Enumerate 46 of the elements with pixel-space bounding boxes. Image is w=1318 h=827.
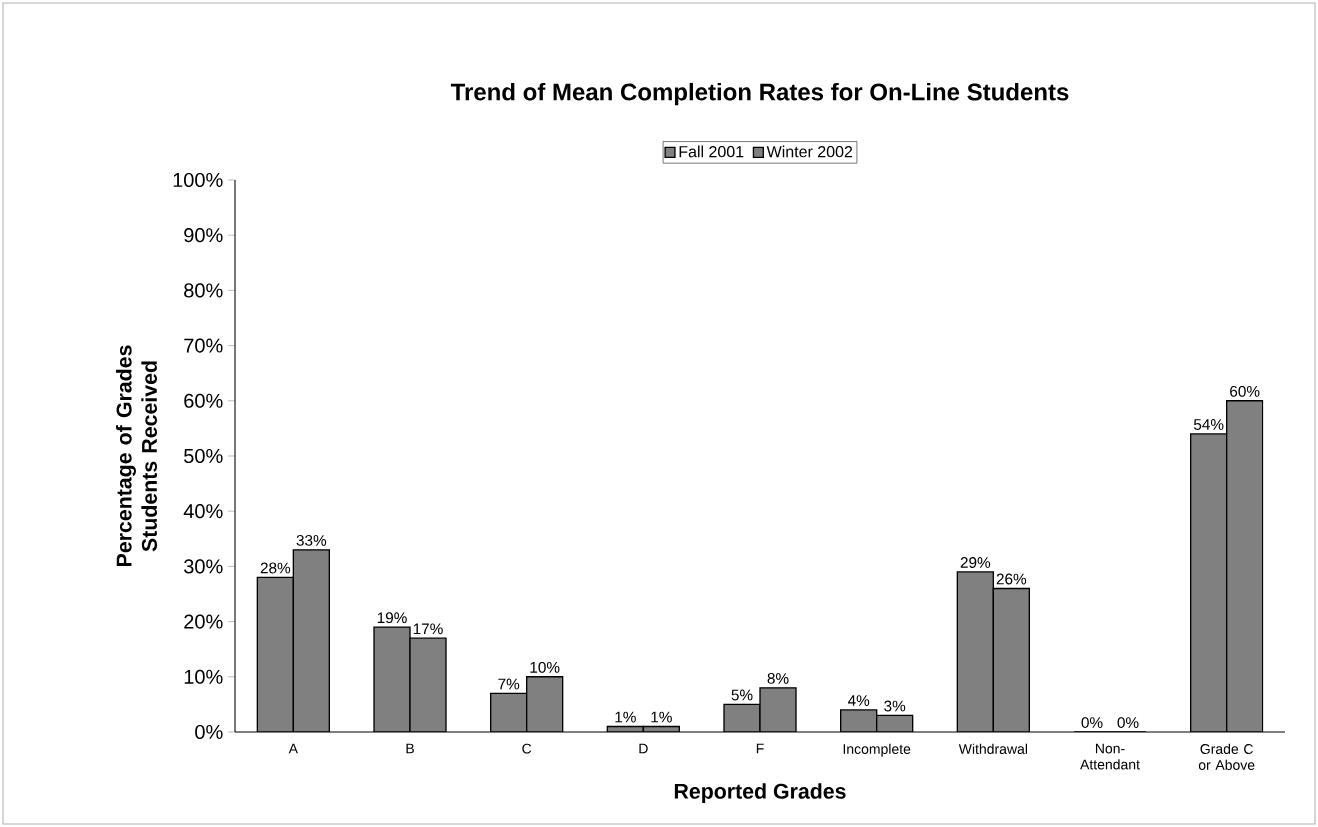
x-tick-label: Withdrawal <box>958 743 1028 754</box>
x-tick-label: D <box>639 743 648 754</box>
x-tick-label: F <box>756 743 764 754</box>
y-tick-label: 0% <box>195 724 223 740</box>
data-label: 10% <box>530 661 560 673</box>
x-tick-label: Incomplete <box>843 743 911 757</box>
x-axis-title: Reported Grades <box>674 783 846 804</box>
y-tick-label: 90% <box>184 228 223 243</box>
x-tick-label: Non-Attendant <box>1080 743 1140 770</box>
data-label: 1% <box>651 711 672 723</box>
data-label: 8% <box>767 672 789 684</box>
y-tick-label: 30% <box>184 559 223 574</box>
y-tick-label: 70% <box>184 338 223 353</box>
y-tick-label: 60% <box>184 393 223 408</box>
x-tick-label: C <box>522 743 532 754</box>
data-label: 7% <box>498 678 520 690</box>
data-label: 17% <box>413 623 443 635</box>
data-label: 54% <box>1193 419 1224 430</box>
y-tick-label: 40% <box>183 504 223 519</box>
data-label: 5% <box>731 689 753 701</box>
data-label: 19% <box>377 612 407 624</box>
data-label: 4% <box>847 695 870 706</box>
y-axis-title: Percentage of Grades Students Received <box>115 345 157 567</box>
data-label: 0% <box>1117 717 1139 728</box>
data-label: 28% <box>260 562 291 574</box>
y-tick-label: 20% <box>184 614 223 629</box>
legend-label: Winter 2002 <box>766 145 853 158</box>
y-tick-label: 10% <box>184 669 223 684</box>
bar <box>759 687 797 732</box>
data-label: 1% <box>615 711 636 723</box>
legend-label: Fall 2001 <box>679 145 744 158</box>
x-tick-label: A <box>288 743 298 754</box>
data-label: 3% <box>884 700 906 712</box>
x-tick-label: Grade C or Above <box>1198 743 1255 770</box>
data-label: 0% <box>1081 717 1103 728</box>
data-label: 33% <box>296 534 327 546</box>
bar <box>373 626 411 732</box>
y-tick-label: 50% <box>184 448 223 464</box>
data-label: 60% <box>1230 385 1260 397</box>
bar <box>409 637 447 732</box>
data-label: 26% <box>996 573 1027 585</box>
chart-title: Trend of Mean Completion Rates for On-Line Students <box>450 82 1069 106</box>
y-tick-label: 80% <box>184 283 223 298</box>
data-label: 29% <box>960 557 991 568</box>
x-tick-label: B <box>406 743 414 754</box>
y-tick-label: 100% <box>173 172 223 188</box>
